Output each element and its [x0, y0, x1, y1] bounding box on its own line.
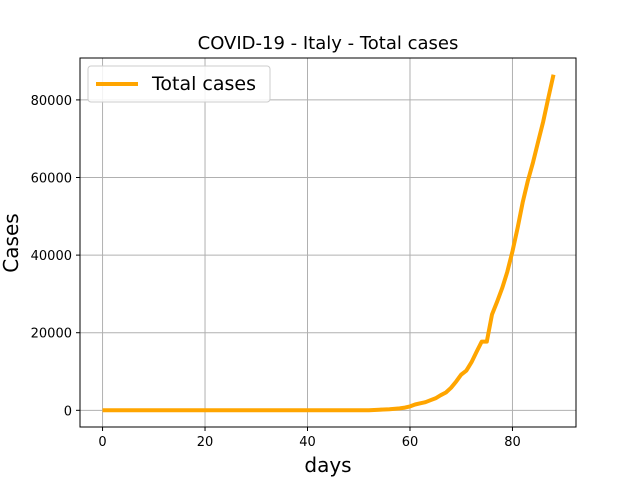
legend-box — [87, 65, 271, 103]
x-tick-label: 40 — [299, 435, 316, 450]
y-tick-label: 60000 — [31, 172, 72, 187]
y-tick-label: 40000 — [31, 249, 72, 264]
x-axis-label: days — [304, 453, 351, 477]
legend-label: Total cases — [151, 73, 256, 95]
x-tick-label: 60 — [402, 435, 419, 450]
y-axis-label: Cases — [0, 213, 23, 272]
y-tick-label: 20000 — [31, 327, 72, 342]
chart-title: COVID-19 - Italy - Total cases — [198, 33, 459, 54]
plot-frame — [79, 57, 577, 428]
y-tick-label: 80000 — [31, 94, 72, 109]
series-line-total-cases — [102, 74, 556, 413]
x-tick-label: 80 — [504, 435, 521, 450]
x-axis: 0 20 40 60 80 — [98, 427, 521, 450]
y-axis: 0 20000 40000 60000 80000 — [31, 94, 80, 419]
series-layer — [102, 74, 556, 413]
x-tick-label: 0 — [98, 435, 106, 450]
y-tick-label: 0 — [64, 404, 72, 419]
x-tick-label: 20 — [197, 435, 214, 450]
legend: Total cases — [87, 65, 271, 103]
